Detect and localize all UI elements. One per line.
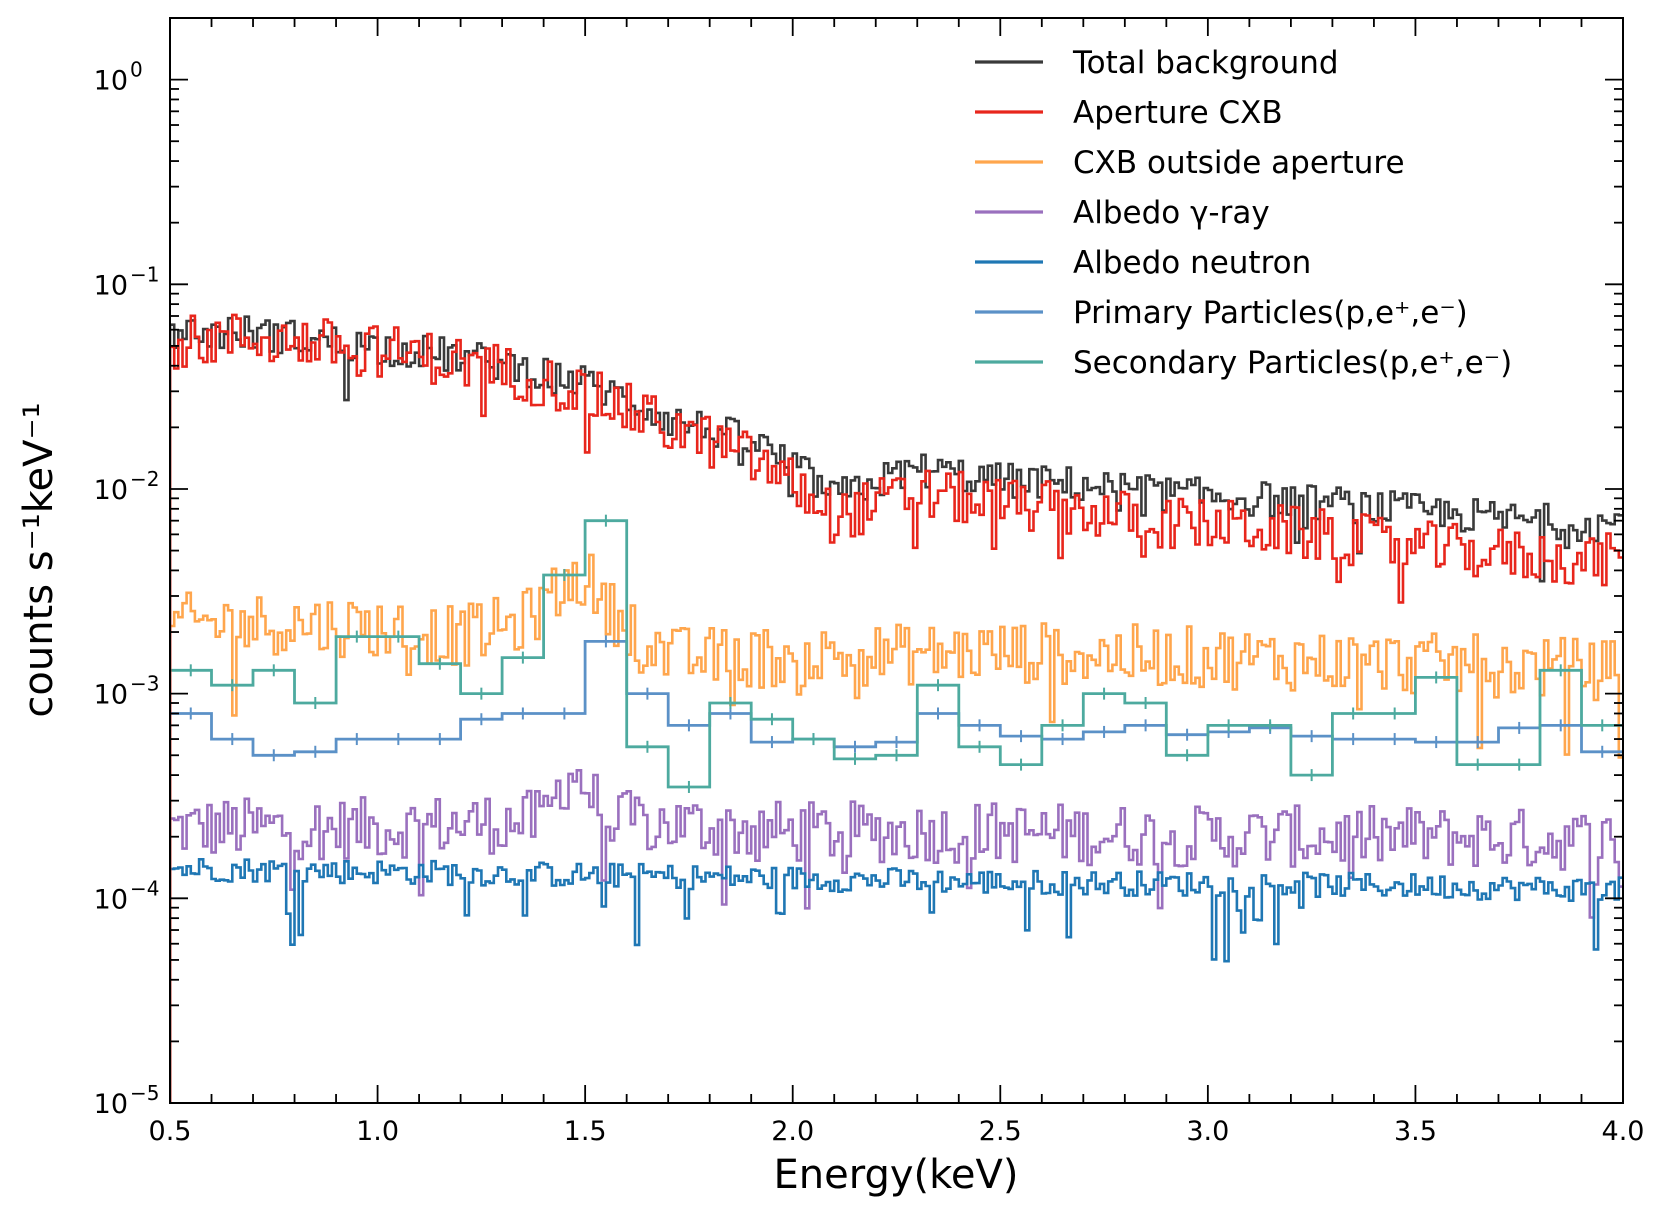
series-aperture-cxb xyxy=(170,313,1623,1103)
y-tick-label: 10 0 xyxy=(94,58,143,97)
legend-label: Albedo γ-ray xyxy=(1073,195,1270,231)
legend-label: Secondary Particles(p,e⁺,e⁻) xyxy=(1073,345,1512,381)
series-layer xyxy=(170,313,1623,1103)
series-line-total-background xyxy=(170,315,1623,1103)
series-albedo-ray xyxy=(170,769,1623,1103)
legend-item-total-background: Total background xyxy=(975,45,1339,81)
legend-item-albedo-ray: Albedo γ-ray xyxy=(975,195,1270,231)
series-secondary-particles-p-e-e xyxy=(170,514,1623,793)
legend-item-cxb-outside-aperture: CXB outside aperture xyxy=(975,145,1405,181)
legend-item-primary-particles-p-e-e: Primary Particles(p,e⁺,e⁻) xyxy=(975,295,1468,331)
y-tick-label: 10 −4 xyxy=(94,876,160,915)
x-tick-label: 0.5 xyxy=(149,1116,192,1147)
legend-item-albedo-neutron: Albedo neutron xyxy=(975,245,1311,281)
legend-label: CXB outside aperture xyxy=(1073,145,1405,181)
y-tick-label: 10 −5 xyxy=(94,1081,160,1120)
y-tick-label: 10 −1 xyxy=(94,262,160,301)
series-line-albedo-neutron xyxy=(170,858,1623,1103)
y-tick-label: 10 −2 xyxy=(94,467,160,506)
legend-label: Total background xyxy=(1072,45,1339,81)
x-tick-labels: 0.5 1.0 1.5 2.0 2.5 3.0 3.5 4.0 xyxy=(149,1116,1645,1147)
x-tick-label: 3.0 xyxy=(1186,1116,1229,1147)
legend-label: Aperture CXB xyxy=(1073,95,1283,131)
axis-ticks xyxy=(169,17,1624,1104)
series-line-cxb-outside-aperture xyxy=(170,553,1623,1103)
series-total-background xyxy=(170,315,1623,1103)
y-axis-title: counts s⁻¹keV⁻¹ xyxy=(16,402,62,717)
series-cxb-outside-aperture xyxy=(170,553,1623,1103)
x-tick-label: 3.5 xyxy=(1394,1116,1437,1147)
series-primary-particles-p-e-e xyxy=(170,635,1623,762)
x-tick-label: 1.0 xyxy=(356,1116,399,1147)
x-tick-label: 1.5 xyxy=(564,1116,607,1147)
legend-item-secondary-particles-p-e-e: Secondary Particles(p,e⁺,e⁻) xyxy=(975,345,1512,381)
x-tick-label: 2.0 xyxy=(771,1116,814,1147)
legend-item-aperture-cxb: Aperture CXB xyxy=(975,95,1283,131)
series-line-secondary-particles-p-e-e xyxy=(170,519,1623,789)
x-tick-label: 4.0 xyxy=(1602,1116,1645,1147)
series-line-aperture-cxb xyxy=(170,313,1623,1103)
y-tick-label: 10 −3 xyxy=(94,672,160,711)
x-tick-label: 2.5 xyxy=(979,1116,1022,1147)
x-axis-title: Energy(keV) xyxy=(774,1152,1019,1198)
legend: Total background Aperture CXB CXB outside … xyxy=(975,45,1512,381)
legend-label: Primary Particles(p,e⁺,e⁻) xyxy=(1073,295,1468,331)
series-line-albedo-ray xyxy=(170,769,1623,1103)
series-albedo-neutron xyxy=(170,858,1623,1103)
legend-label: Albedo neutron xyxy=(1073,245,1311,281)
plot-frame xyxy=(169,17,1624,1104)
